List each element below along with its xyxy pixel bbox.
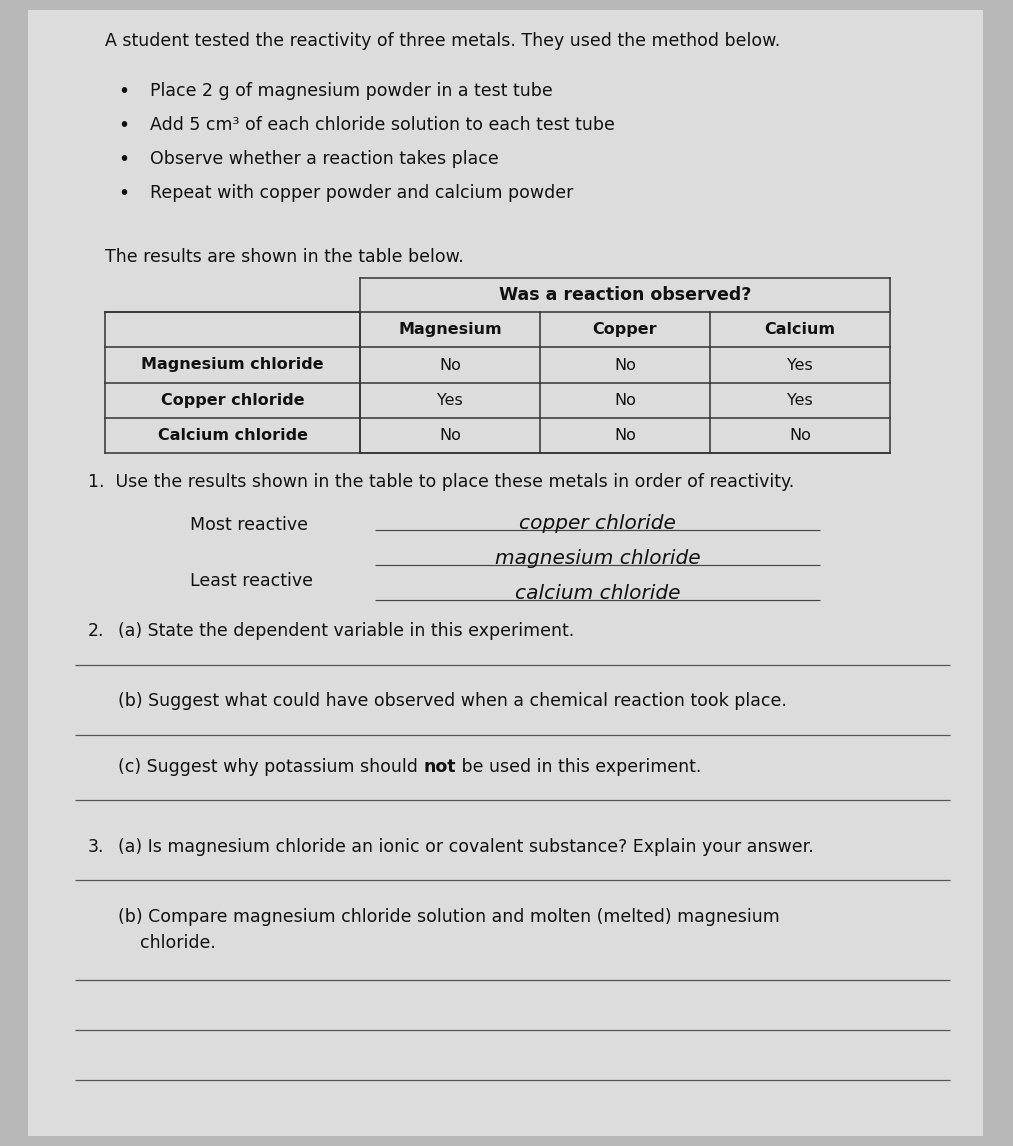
- Text: Calcium: Calcium: [765, 322, 836, 337]
- Text: magnesium chloride: magnesium chloride: [494, 549, 700, 568]
- Text: Copper: Copper: [593, 322, 657, 337]
- Text: copper chloride: copper chloride: [519, 515, 676, 533]
- Text: (a) Is magnesium chloride an ionic or covalent substance? Explain your answer.: (a) Is magnesium chloride an ionic or co…: [118, 838, 813, 856]
- Text: calcium chloride: calcium chloride: [515, 584, 681, 603]
- Text: (a) State the dependent variable in this experiment.: (a) State the dependent variable in this…: [118, 622, 574, 639]
- Text: Copper chloride: Copper chloride: [161, 393, 304, 408]
- Text: be used in this experiment.: be used in this experiment.: [456, 758, 701, 776]
- Text: •: •: [118, 116, 129, 135]
- Text: •: •: [118, 150, 129, 168]
- Text: The results are shown in the table below.: The results are shown in the table below…: [105, 248, 464, 266]
- Text: Magnesium chloride: Magnesium chloride: [141, 358, 324, 372]
- Text: Add 5 cm³ of each chloride solution to each test tube: Add 5 cm³ of each chloride solution to e…: [150, 116, 615, 134]
- Text: •: •: [118, 83, 129, 101]
- Text: Yes: Yes: [438, 393, 463, 408]
- Text: chloride.: chloride.: [118, 934, 216, 952]
- Text: Most reactive: Most reactive: [190, 516, 308, 534]
- Text: Was a reaction observed?: Was a reaction observed?: [498, 286, 752, 304]
- Text: (b) Suggest what could have observed when a chemical reaction took place.: (b) Suggest what could have observed whe…: [118, 692, 787, 711]
- Text: Repeat with copper powder and calcium powder: Repeat with copper powder and calcium po…: [150, 185, 573, 202]
- Text: Place 2 g of magnesium powder in a test tube: Place 2 g of magnesium powder in a test …: [150, 83, 553, 100]
- Text: Calcium chloride: Calcium chloride: [157, 427, 308, 444]
- Text: No: No: [614, 393, 636, 408]
- Text: 2.: 2.: [88, 622, 104, 639]
- Text: No: No: [789, 427, 811, 444]
- Text: Observe whether a reaction takes place: Observe whether a reaction takes place: [150, 150, 498, 168]
- Text: Least reactive: Least reactive: [190, 572, 313, 590]
- Text: (b) Compare magnesium chloride solution and molten (melted) magnesium: (b) Compare magnesium chloride solution …: [118, 908, 780, 926]
- Text: 1.  Use the results shown in the table to place these metals in order of reactiv: 1. Use the results shown in the table to…: [88, 473, 794, 490]
- Text: (c) Suggest why potassium should: (c) Suggest why potassium should: [118, 758, 423, 776]
- Text: No: No: [439, 427, 461, 444]
- Text: Yes: Yes: [787, 393, 812, 408]
- Text: Yes: Yes: [787, 358, 812, 372]
- Text: not: not: [423, 758, 456, 776]
- Text: A student tested the reactivity of three metals. They used the method below.: A student tested the reactivity of three…: [105, 32, 780, 50]
- Text: •: •: [118, 185, 129, 203]
- Text: No: No: [614, 427, 636, 444]
- Text: Magnesium: Magnesium: [398, 322, 501, 337]
- Text: No: No: [439, 358, 461, 372]
- Text: No: No: [614, 358, 636, 372]
- Text: 3.: 3.: [88, 838, 104, 856]
